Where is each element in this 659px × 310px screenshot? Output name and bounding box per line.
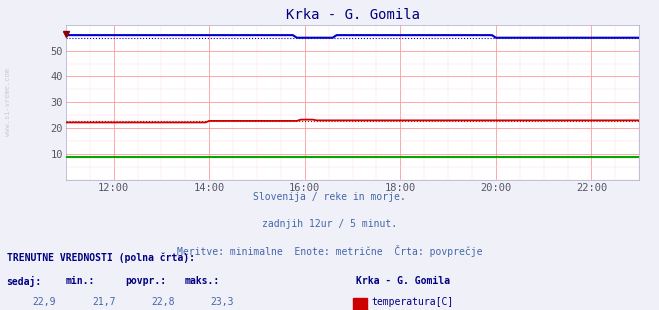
Text: povpr.:: povpr.: bbox=[125, 276, 166, 286]
Text: 22,8: 22,8 bbox=[151, 297, 175, 307]
Text: 23,3: 23,3 bbox=[210, 297, 234, 307]
Text: www.si-vreme.com: www.si-vreme.com bbox=[5, 68, 11, 136]
Text: zadnjih 12ur / 5 minut.: zadnjih 12ur / 5 minut. bbox=[262, 219, 397, 228]
Text: Meritve: minimalne  Enote: metrične  Črta: povprečje: Meritve: minimalne Enote: metrične Črta:… bbox=[177, 245, 482, 257]
Text: Krka - G. Gomila: Krka - G. Gomila bbox=[356, 276, 450, 286]
Title: Krka - G. Gomila: Krka - G. Gomila bbox=[285, 8, 420, 22]
Text: Slovenija / reke in morje.: Slovenija / reke in morje. bbox=[253, 192, 406, 202]
Text: maks.:: maks.: bbox=[185, 276, 219, 286]
Text: 21,7: 21,7 bbox=[92, 297, 115, 307]
Text: temperatura[C]: temperatura[C] bbox=[371, 297, 453, 307]
Text: sedaj:: sedaj: bbox=[7, 276, 42, 287]
Text: min.:: min.: bbox=[66, 276, 96, 286]
Text: 22,9: 22,9 bbox=[32, 297, 56, 307]
Text: TRENUTNE VREDNOSTI (polna črta):: TRENUTNE VREDNOSTI (polna črta): bbox=[7, 253, 194, 263]
